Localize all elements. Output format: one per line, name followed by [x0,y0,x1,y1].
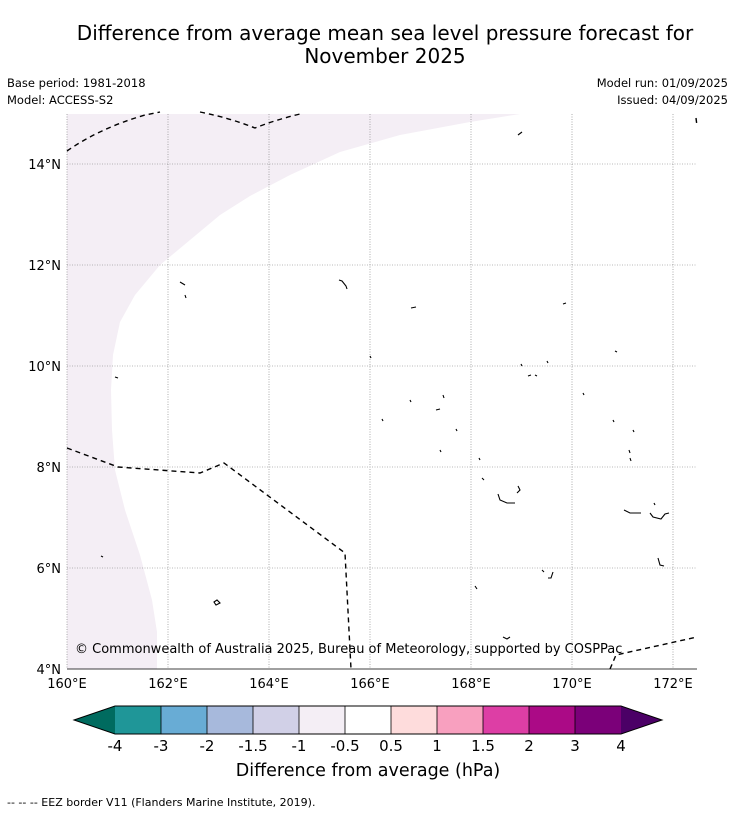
colorbar-segment [345,706,392,734]
colorbar-segment [483,706,530,734]
eez-legend-footer: -- -- -- EEZ border V11 (Flanders Marine… [7,796,316,809]
colorbar-segment [575,706,622,734]
island [657,557,665,567]
eez-border-southeast [609,636,698,670]
island [612,419,615,423]
latitude-labels: 14°N 12°N 10°N 8°N 6°N 4°N [28,158,61,678]
lon-label: 160°E [47,677,87,692]
eez-border-north [66,111,301,152]
island [497,493,515,504]
shaded-anomaly-region [67,114,520,669]
island [527,374,538,377]
island [369,355,372,359]
island [520,363,523,367]
lat-label: 14°N [28,158,61,173]
grid-lines [66,114,697,669]
lat-label: 8°N [37,461,62,476]
title-line-2: November 2025 [304,44,466,68]
colorbar-tick-label: 4 [616,737,626,755]
colorbar-tick-label: -4 [108,737,123,755]
base-period: Base period: 1981-2018 [7,76,146,90]
island [455,428,458,432]
island [100,555,104,558]
colorbar-segment [391,706,438,734]
island [623,509,670,520]
island [653,502,656,506]
colorbar-tick-label: -1 [292,737,307,755]
longitude-labels: 160°E 162°E 164°E 166°E 168°E 170°E 172°… [47,677,693,692]
islands [100,131,670,640]
colorbar-segment [207,706,254,734]
issued-date: Issued: 04/09/2025 [617,93,728,107]
island [439,449,442,453]
lat-label: 4°N [37,663,62,678]
lat-label: 10°N [28,360,61,375]
island [409,399,412,403]
colorbar-segment [161,706,208,734]
island [184,294,187,299]
lon-label: 162°E [148,677,188,692]
island [628,449,632,462]
meta-left: Base period: 1981-2018 Model: ACCESS-S2 [7,75,146,109]
eez-border-west [66,447,352,670]
island [179,281,186,286]
island [516,485,521,494]
island [381,418,384,422]
island [442,394,445,399]
colorbar-segment [437,706,484,734]
island [546,360,549,364]
colorbar-title: Difference from average (hPa) [235,761,501,781]
island [614,350,618,353]
meta-right: Model run: 01/09/2025 Issued: 04/09/2025 [597,75,728,109]
colorbar-segments [115,706,622,734]
colorbar-segment [529,706,576,734]
colorbar-tick-label: 0.5 [379,737,403,755]
colorbar-tick-label: -3 [154,737,169,755]
copyright-notice: © Commonwealth of Australia 2025, Bureau… [75,642,622,657]
island [338,279,348,290]
colorbar-segment [299,706,346,734]
colorbar-tick-label: 1 [432,737,442,755]
lon-label: 164°E [249,677,289,692]
eez-borders [66,111,698,670]
colorbar-low-extension [74,706,115,734]
colorbar-outline [72,705,664,735]
island [541,569,554,579]
colorbar-tick-label: -0.5 [330,737,359,755]
island [582,392,585,396]
colorbar-tick-label: 1.5 [471,737,495,755]
colorbar-high-extension [621,706,662,734]
eez-border-east-tick [695,117,698,127]
colorbar-tick-label: -2 [200,737,215,755]
island [562,302,567,305]
colorbar-labels: -4 -3 -2 -1.5 -1 -0.5 0.5 1 1.5 2 3 4 [108,737,626,755]
lon-label: 170°E [552,677,592,692]
colorbar-tick-label: -1.5 [238,737,267,755]
island [410,306,417,309]
island [114,376,119,379]
island [502,636,511,640]
colorbar-segment [115,706,162,734]
forecast-map: 14°N 12°N 10°N 8°N 6°N 4°N 160°E 162°E 1… [28,111,698,692]
lon-label: 168°E [451,677,491,692]
lat-label: 12°N [28,259,61,274]
colorbar-tick-label: 3 [570,737,580,755]
colorbar: -4 -3 -2 -1.5 -1 -0.5 0.5 1 1.5 2 3 4 [72,705,664,755]
island [481,477,485,481]
island [517,131,523,136]
colorbar-tick-label: 2 [524,737,534,755]
island [435,408,441,411]
island [474,585,478,590]
model-name: Model: ACCESS-S2 [7,93,114,107]
colorbar-segment [253,706,300,734]
island [632,429,635,433]
model-run: Model run: 01/09/2025 [596,76,728,90]
title-line-1: Difference from average mean sea level p… [76,21,694,45]
lat-label: 6°N [37,562,62,577]
island [478,457,481,461]
lon-label: 172°E [653,677,693,692]
island [213,599,221,606]
chart-title: Difference from average mean sea level p… [40,22,730,68]
lon-label: 166°E [350,677,390,692]
